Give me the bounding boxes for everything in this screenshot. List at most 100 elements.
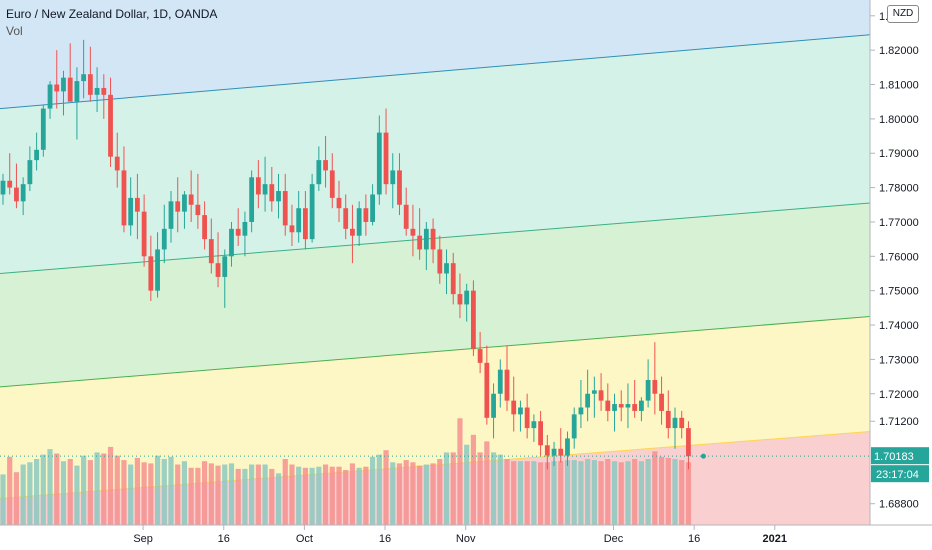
- volume-bar: [148, 463, 154, 525]
- candle: [195, 204, 201, 216]
- candle: [457, 294, 463, 305]
- volume-bar: [101, 453, 107, 525]
- volume-bar: [618, 462, 624, 525]
- volume-bar: [0, 474, 6, 525]
- candle: [20, 184, 26, 202]
- candle: [282, 191, 288, 226]
- volume-bar: [685, 462, 692, 525]
- time-axis[interactable]: [0, 525, 870, 550]
- candle: [229, 228, 234, 257]
- volume-bar: [558, 461, 564, 525]
- volume-bar: [363, 466, 369, 525]
- volume-bar: [410, 462, 416, 525]
- volume-bar: [564, 460, 571, 525]
- volume-bar: [638, 461, 644, 525]
- volume-bar: [215, 465, 221, 525]
- price-tick-label: 1.79000: [879, 148, 919, 160]
- candle: [323, 160, 328, 171]
- volume-bar: [81, 455, 87, 525]
- candle: [363, 208, 369, 222]
- volume-bar: [383, 450, 389, 525]
- volume-bar: [322, 464, 329, 525]
- candle: [356, 208, 362, 236]
- candle: [370, 194, 375, 222]
- volume-bar: [457, 418, 463, 525]
- candle: [34, 149, 39, 161]
- volume-bar: [443, 452, 450, 525]
- candle: [497, 369, 503, 394]
- volume-bar: [154, 455, 161, 525]
- candle: [652, 380, 658, 394]
- candle: [7, 180, 13, 188]
- volume-bar: [302, 467, 308, 525]
- candle: [222, 256, 228, 277]
- volume-bar: [262, 464, 268, 525]
- price-tick-label: 1.76000: [879, 251, 919, 263]
- volume-bar: [161, 459, 167, 525]
- candle: [504, 369, 510, 401]
- candle: [430, 228, 436, 250]
- candle: [316, 160, 322, 185]
- volume-bar: [430, 463, 436, 525]
- volume-bar: [585, 459, 591, 525]
- price-tick-label: 1.75000: [879, 286, 919, 298]
- volume-bar: [370, 456, 376, 525]
- volume-bar: [450, 452, 456, 525]
- candle: [397, 170, 402, 205]
- candle: [477, 349, 483, 363]
- candle: [329, 170, 335, 198]
- volume-bar: [128, 464, 134, 525]
- candle: [336, 197, 342, 209]
- candle: [423, 228, 429, 250]
- volume-bar: [376, 454, 382, 525]
- candle: [471, 290, 476, 350]
- price-tick-label: 1.73000: [879, 354, 919, 366]
- candle: [0, 180, 6, 195]
- countdown-label: 23:17:04: [876, 469, 919, 481]
- volume-bar: [343, 470, 349, 525]
- candle: [686, 428, 691, 457]
- candle: [47, 84, 53, 109]
- candle: [645, 380, 651, 401]
- volume-bar: [188, 467, 194, 525]
- candle: [484, 362, 490, 418]
- candle: [444, 263, 449, 274]
- volume-bar: [571, 460, 577, 525]
- candle: [215, 263, 221, 277]
- volume-bar: [477, 452, 483, 525]
- candle: [578, 407, 584, 415]
- price-axis[interactable]: [870, 0, 932, 525]
- chart-legend: Euro / New Zealand Dollar, 1D, OANDA Vol: [6, 6, 217, 40]
- candle: [27, 160, 33, 185]
- candle: [242, 221, 248, 236]
- candle: [121, 170, 127, 226]
- volume-bar: [289, 464, 295, 525]
- candle: [558, 448, 564, 456]
- currency-selector[interactable]: NZD: [887, 5, 919, 23]
- countdown-tag: [871, 465, 929, 483]
- candle: [202, 215, 207, 240]
- volume-bar: [242, 468, 248, 525]
- current-price-dot: [700, 453, 706, 459]
- candle: [376, 132, 382, 195]
- last-price-tag: [871, 447, 929, 465]
- volume-bar: [625, 461, 631, 525]
- candle: [108, 94, 113, 157]
- time-tick-label: 2021: [763, 533, 787, 545]
- candle: [235, 228, 241, 236]
- volume-bar: [464, 444, 470, 525]
- candle: [14, 187, 19, 202]
- candle: [605, 400, 611, 411]
- price-tick-label: 1.68800: [879, 499, 919, 511]
- candle: [81, 74, 87, 82]
- volume-bar: [27, 462, 33, 525]
- volume-bar: [658, 456, 665, 525]
- candle: [276, 191, 281, 202]
- price-tick-label: 1.78000: [879, 183, 919, 195]
- channel-band-3: [0, 203, 870, 387]
- candle: [208, 239, 214, 264]
- price-tick-label: 1.72000: [879, 389, 919, 401]
- candle: [524, 407, 530, 429]
- volume-bar: [632, 459, 638, 525]
